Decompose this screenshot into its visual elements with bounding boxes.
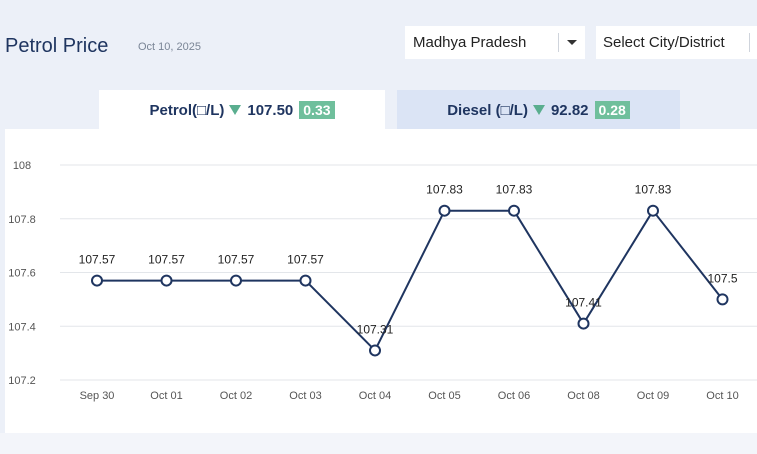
x-tick-label: Oct 03 [289, 390, 321, 402]
data-label: 107.57 [287, 253, 324, 267]
x-tick-label: Oct 02 [220, 390, 252, 402]
x-tick-label: Oct 05 [428, 390, 460, 402]
city-select[interactable]: Select City/District [596, 26, 757, 59]
data-point [438, 204, 451, 217]
price-down-icon [532, 105, 545, 115]
data-point [369, 344, 381, 357]
tab-diesel-change-badge: 0.28 [594, 101, 630, 119]
tab-diesel[interactable]: Diesel (□/L) 92.82 0.28 [397, 90, 680, 130]
y-tick-label: 107.8 [8, 214, 36, 226]
x-tick-label: Oct 08 [567, 390, 599, 402]
y-tick-label: 107.6 [8, 268, 36, 280]
y-tick-label: 107.4 [8, 321, 36, 333]
data-label: 107.83 [426, 183, 463, 197]
data-label: 107.57 [79, 253, 116, 267]
tab-diesel-label: Diesel (□/L) [447, 101, 528, 119]
data-label: 107.57 [218, 253, 255, 267]
data-point [716, 293, 729, 306]
y-tick-label: 108 [13, 160, 31, 172]
x-tick-label: Oct 09 [637, 390, 669, 402]
x-tick-label: Oct 10 [706, 390, 738, 402]
x-tick-label: Sep 30 [80, 390, 115, 402]
price-line-chart: 108 107.8 107.6 107.4 107.2 Sep 30 Oct 01 Oct 0… [8, 160, 757, 402]
tab-diesel-price: 92.82 [550, 101, 589, 119]
tab-petrol-price: 107.50 [247, 101, 294, 119]
city-select-divider [749, 33, 750, 52]
data-point [91, 274, 103, 287]
data-label: 107.5 [707, 271, 737, 285]
bottom-band [0, 433, 757, 454]
x-tick-label: Oct 01 [150, 390, 182, 402]
data-label: 107.83 [635, 183, 672, 197]
state-select[interactable]: Madhya Pradesh [405, 26, 585, 59]
data-point [577, 317, 590, 330]
tab-petrol-change-badge: 0.33 [299, 101, 335, 119]
data-label: 107.83 [496, 183, 533, 197]
x-tick-label: Oct 04 [359, 390, 391, 402]
tab-petrol[interactable]: Petrol(□/L) 107.50 0.33 [99, 90, 385, 130]
chevron-down-icon[interactable] [567, 40, 577, 45]
data-label: 107.31 [357, 322, 394, 336]
x-tick-label: Oct 06 [498, 390, 530, 402]
data-point [299, 274, 312, 287]
y-tick-label: 107.2 [8, 375, 36, 387]
price-down-icon [229, 105, 242, 115]
data-point [647, 204, 659, 217]
data-label: 107.41 [565, 296, 602, 310]
data-point [160, 274, 173, 287]
data-point [230, 274, 242, 287]
state-select-value: Madhya Pradesh [413, 34, 527, 51]
state-select-divider [558, 33, 559, 52]
chart-panel: 108 107.8 107.6 107.4 107.2 Sep 30 Oct 01 Oct 0… [5, 129, 757, 433]
series-line [97, 209, 724, 352]
data-point [508, 204, 520, 217]
price-date: Oct 10, 2025 [138, 41, 201, 53]
page-title: Petrol Price [5, 35, 109, 57]
tab-petrol-label: Petrol(□/L) [149, 101, 225, 119]
data-label: 107.57 [148, 253, 185, 267]
city-select-placeholder: Select City/District [603, 34, 725, 51]
